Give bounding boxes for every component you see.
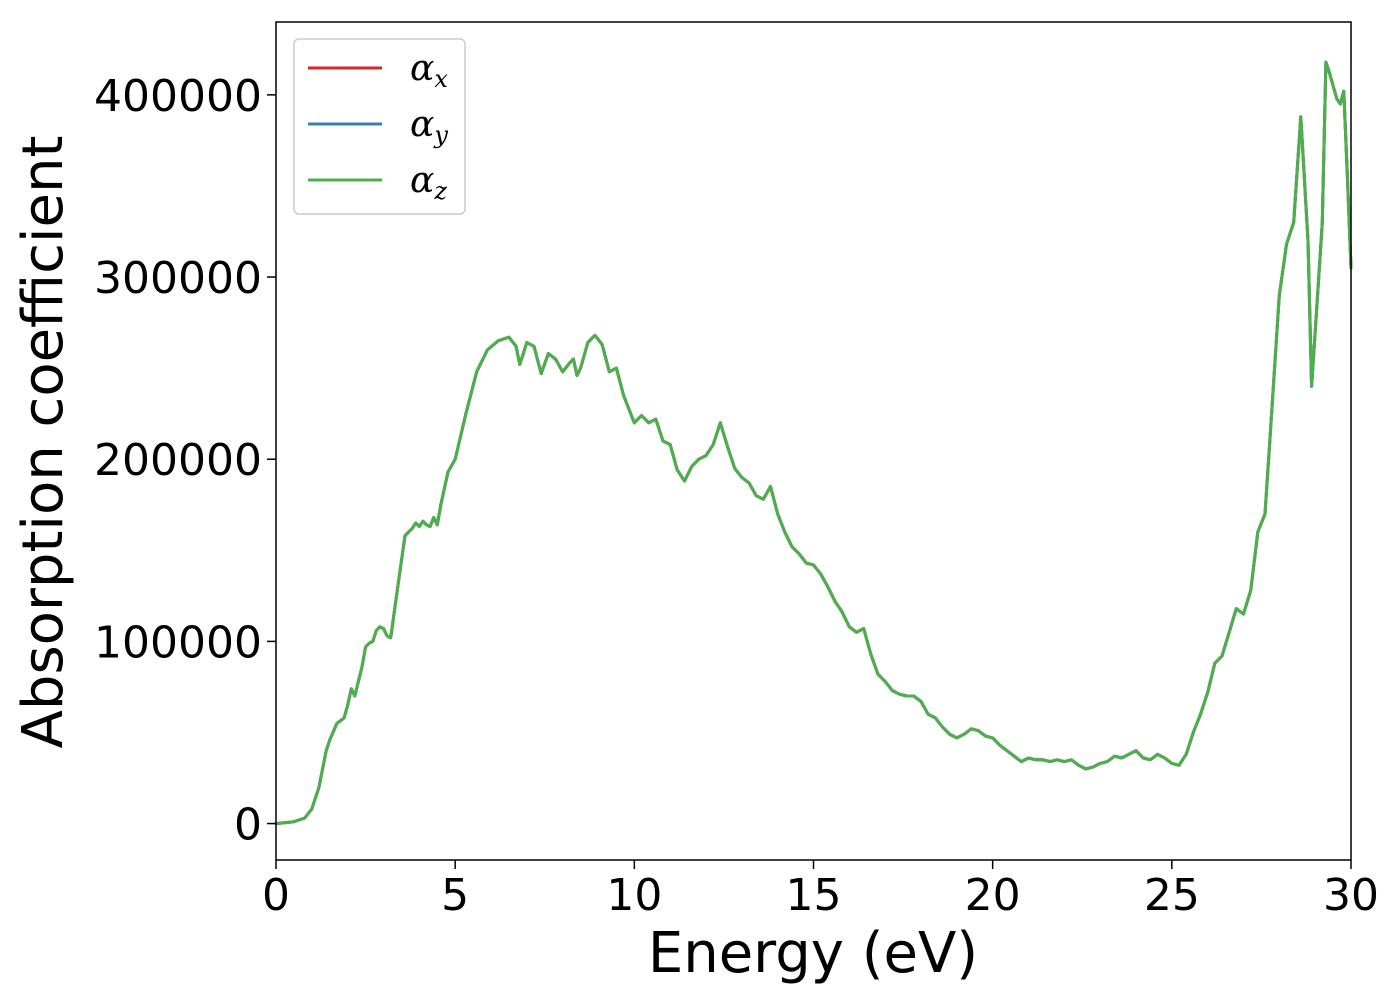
y-tick-label: 100000 bbox=[94, 617, 262, 668]
y-axis-ticks: 0 100000 200000 300000 400000 bbox=[94, 71, 276, 851]
legend-label-2: αy bbox=[410, 104, 448, 149]
series-lines bbox=[274, 60, 1353, 826]
x-tick-label: 10 bbox=[606, 870, 662, 921]
x-tick-label: 5 bbox=[441, 870, 469, 921]
legend-label-1: αx bbox=[410, 48, 448, 93]
y-tick-label: 0 bbox=[234, 800, 262, 851]
x-tick-label: 30 bbox=[1323, 870, 1379, 921]
x-tick-label: 15 bbox=[786, 870, 842, 921]
x-axis-label: Energy (eV) bbox=[648, 921, 978, 986]
legend-box bbox=[293, 38, 466, 215]
x-tick-label: 0 bbox=[262, 870, 290, 921]
legend-label-3: αz bbox=[410, 160, 447, 205]
series-line-3 bbox=[274, 60, 1353, 826]
y-tick-label: 300000 bbox=[94, 253, 262, 304]
y-axis-label: Absorption coefficient bbox=[11, 136, 76, 749]
x-tick-label: 25 bbox=[1144, 870, 1200, 921]
x-tick-label: 20 bbox=[965, 870, 1021, 921]
x-axis-ticks: 0 5 10 15 20 25 30 bbox=[262, 860, 1379, 921]
legend: αx αy αz bbox=[293, 38, 466, 215]
y-tick-label: 200000 bbox=[94, 435, 262, 486]
y-tick-label: 400000 bbox=[94, 71, 262, 122]
